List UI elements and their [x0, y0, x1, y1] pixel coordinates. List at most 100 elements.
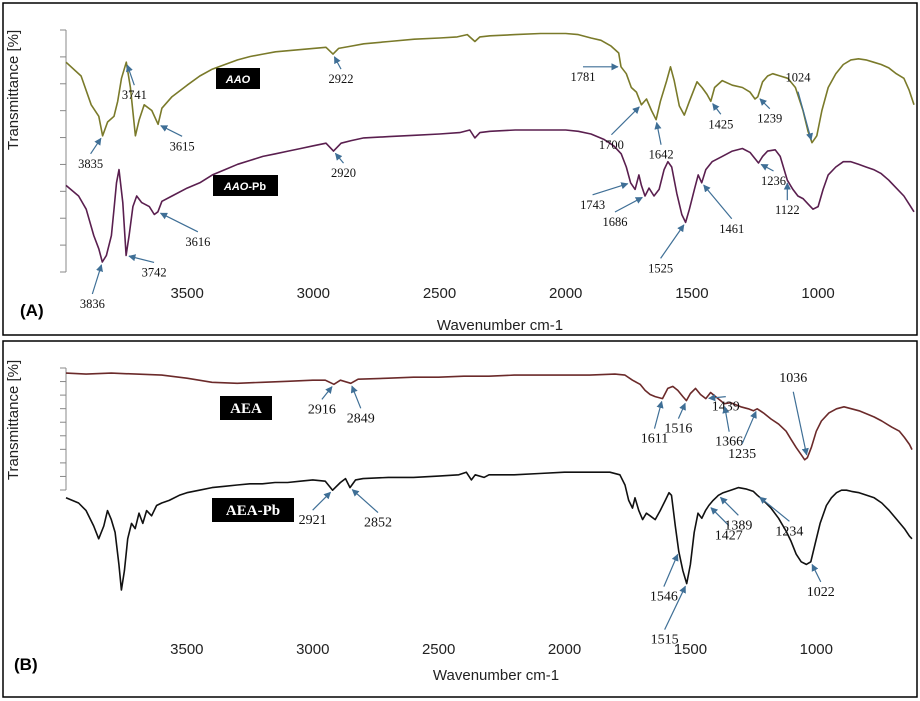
peak-arrow-1236	[760, 163, 774, 172]
series-line-aao	[65, 32, 915, 144]
legend-tag-aao-pb-suffix: -Pb	[248, 181, 266, 193]
panel-b-plot: 3500 3000 2500 2000 1500 1000 2916 2849 16111516…	[60, 367, 913, 658]
peak-label-1425: 1425	[708, 117, 733, 131]
panel-a-x-axis-title: Wavenumber cm-1	[437, 317, 563, 334]
peak-arrow-1239	[759, 98, 771, 110]
peak-arrow-1642	[654, 121, 662, 145]
svg-text:AEA: AEA	[230, 401, 262, 417]
peak-label-2922: 2922	[329, 72, 354, 86]
peak-label-1234: 1234	[775, 524, 803, 539]
panel-b-x-axis-title: Wavenumber cm-1	[433, 667, 559, 684]
legend-tag-aao-pb-prefix: AAO	[223, 181, 249, 193]
peak-label-1427: 1427	[715, 529, 743, 544]
panel-b-y-axis-title: Transmittance [%]	[5, 360, 22, 480]
x-tick-label-a: 2500	[423, 285, 456, 302]
peak-label-1781: 1781	[570, 70, 595, 84]
peak-label-3616: 3616	[185, 235, 210, 249]
peak-arrow-1686	[614, 196, 643, 213]
legend-tag-aao: AAO	[216, 68, 260, 89]
peak-arrow-1546	[663, 553, 679, 587]
peak-arrow-3616	[159, 212, 199, 233]
peak-arrow-1366	[722, 405, 730, 432]
peak-label-2920: 2920	[331, 166, 356, 180]
peak-label-1516: 1516	[664, 422, 692, 437]
peak-label-3836: 3836	[80, 297, 105, 311]
x-tick-label-b: 3000	[296, 641, 329, 658]
peak-label-1022: 1022	[807, 585, 835, 600]
panel-b-label: (B)	[14, 655, 38, 674]
peak-label-2852: 2852	[364, 516, 392, 531]
peak-label-3741: 3741	[122, 88, 147, 102]
peak-arrow-2849	[350, 385, 362, 409]
legend-tag-aea: AEA	[220, 396, 272, 420]
peak-arrow-1743	[592, 182, 629, 196]
panel-a-plot: 3500 3000 2500 2000 1500 1000 3835 3741 3615 2922…	[60, 29, 915, 311]
peak-label-1024: 1024	[786, 71, 812, 85]
x-tick-label-a: 1500	[675, 285, 708, 302]
peak-label-1461: 1461	[719, 222, 744, 236]
peak-label-1642: 1642	[649, 148, 674, 162]
peak-label-1122: 1122	[775, 203, 800, 217]
peak-arrow-1611	[653, 400, 664, 429]
peak-arrow-2921	[312, 491, 332, 511]
legend-tag-aea-pb: AEA-Pb	[212, 498, 294, 522]
peak-arrow-1425	[712, 103, 722, 115]
peak-arrow-1439	[708, 394, 726, 402]
peak-arrow-1525	[660, 224, 685, 259]
peak-arrow-1234	[759, 496, 790, 522]
peak-label-1366: 1366	[715, 435, 743, 450]
peak-label-1546: 1546	[650, 590, 678, 605]
panel-a-label: (A)	[20, 301, 44, 320]
series-line-aea	[65, 372, 913, 461]
x-tick-label-b: 2000	[548, 641, 581, 658]
peak-arrow-3742	[128, 254, 155, 263]
peak-label-1686: 1686	[602, 215, 627, 229]
peak-arrow-2916	[321, 386, 333, 400]
x-tick-label-a: 2000	[549, 285, 582, 302]
peak-label-1036: 1036	[779, 371, 807, 386]
peak-label-2916: 2916	[308, 402, 336, 417]
legend-tag-aao-pb: AAO-Pb	[213, 175, 278, 196]
peak-label-1236: 1236	[761, 174, 786, 188]
peak-label-3615: 3615	[170, 139, 195, 153]
peak-label-1700: 1700	[599, 138, 624, 152]
x-tick-label-a: 3500	[170, 285, 203, 302]
svg-text:AEA-Pb: AEA-Pb	[226, 503, 280, 519]
peak-label-1239: 1239	[757, 112, 782, 126]
peak-arrow-2852	[351, 489, 379, 514]
x-tick-label-a: 3000	[297, 285, 330, 302]
series-line-aea-pb	[65, 471, 913, 591]
peak-arrow-1235	[741, 410, 757, 445]
peak-arrow-1389	[719, 496, 739, 516]
peak-arrow-1022	[811, 563, 822, 583]
peak-label-1389: 1389	[724, 518, 752, 533]
peak-arrow-2922	[333, 56, 342, 70]
peak-arrow-1516	[677, 402, 686, 419]
x-tick-label-b: 3500	[170, 641, 203, 658]
peak-arrow-1515	[664, 585, 686, 630]
peak-arrow-1024	[797, 91, 814, 141]
svg-text:AAO-Pb: AAO-Pb	[223, 181, 266, 193]
svg-text:AAO: AAO	[225, 74, 251, 86]
x-tick-label-b: 2500	[422, 641, 455, 658]
peak-label-1611: 1611	[641, 432, 668, 447]
peak-label-1515: 1515	[651, 633, 679, 648]
peak-label-1743: 1743	[580, 198, 605, 212]
peak-label-1525: 1525	[648, 261, 673, 275]
peak-arrow-3615	[160, 125, 183, 137]
peak-label-2921: 2921	[299, 513, 327, 528]
peak-label-3742: 3742	[142, 265, 167, 279]
panel-a-frame	[2, 2, 918, 336]
peak-arrow-1461	[703, 184, 733, 220]
peak-label-3835: 3835	[78, 157, 103, 171]
panel-b-frame	[2, 340, 918, 698]
peak-label-1235: 1235	[728, 447, 756, 462]
peak-arrow-3835	[90, 137, 102, 155]
x-tick-label-b: 1500	[674, 641, 707, 658]
x-tick-label-a: 1000	[801, 285, 834, 302]
peak-arrow-2920	[334, 152, 344, 164]
series-line-aao-pb	[65, 129, 915, 263]
peak-arrow-1700	[611, 106, 640, 136]
peak-arrow-1427	[710, 507, 730, 526]
